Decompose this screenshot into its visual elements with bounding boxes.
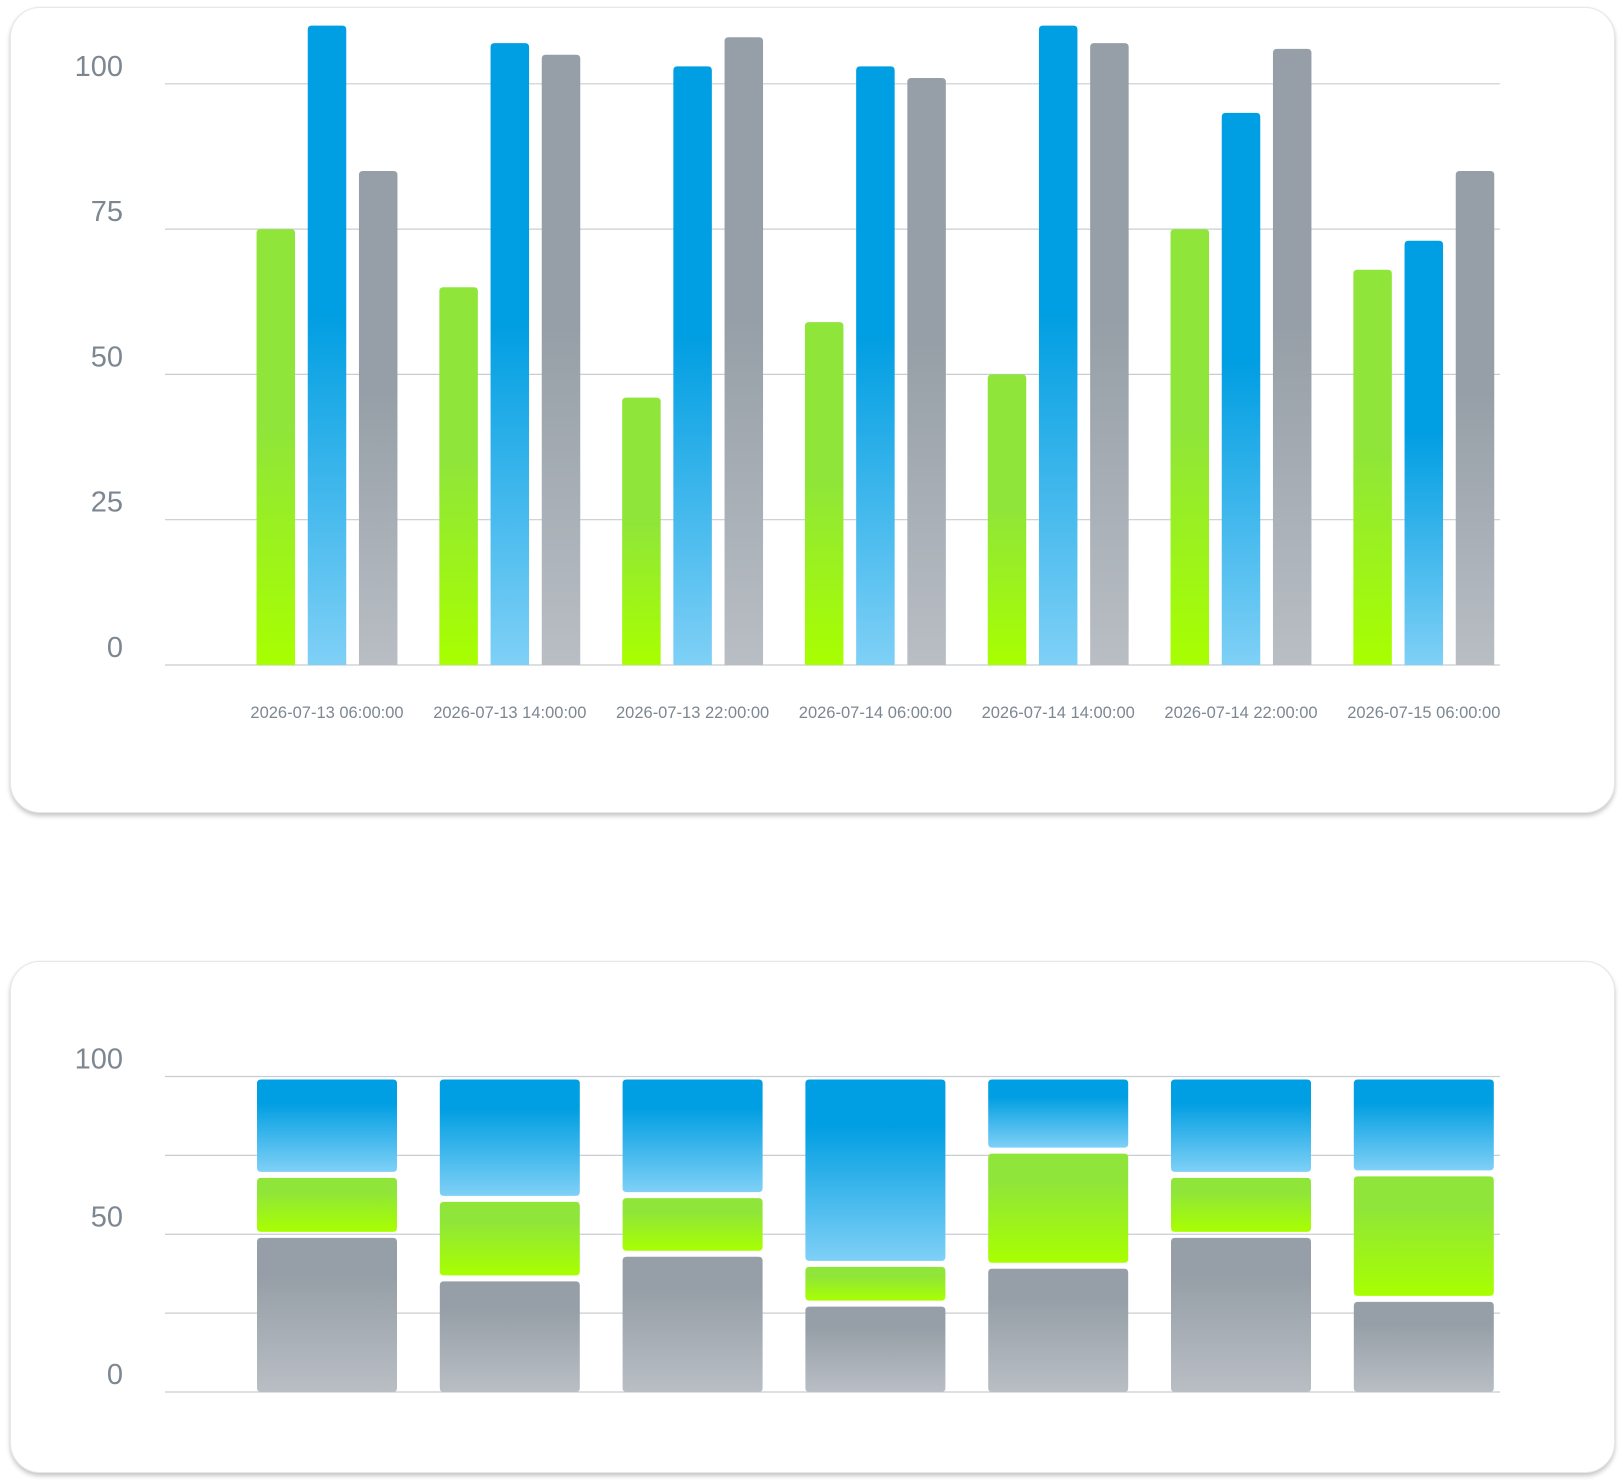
bar-green[interactable] — [256, 229, 296, 665]
bar-green[interactable] — [622, 397, 661, 665]
bar-gray[interactable] — [1272, 48, 1312, 666]
stacked-bar-chart-card: 0 50 100 — [10, 961, 1615, 1473]
stacked-segment-gray[interactable] — [257, 1237, 397, 1392]
stacked-segment-blue[interactable] — [622, 1079, 763, 1193]
x-tick-label: 2026-07-14 06:00:00 — [799, 704, 952, 722]
x-tick-label: 2026-07-14 22:00:00 — [1164, 704, 1317, 722]
bar-gray[interactable] — [1455, 170, 1495, 666]
grouped-bar-chart: 0 25 50 75 100 2026-07-13 06:00:00 2026-07-13 … — [75, 25, 1500, 722]
stacked-segment-blue[interactable] — [1171, 1079, 1311, 1172]
bar-green[interactable] — [439, 287, 478, 665]
bar-blue[interactable] — [1221, 112, 1261, 666]
stacked-segment-green[interactable] — [1171, 1177, 1311, 1232]
bar-blue[interactable] — [1038, 25, 1078, 666]
bar-gray[interactable] — [724, 37, 764, 665]
x-tick-label: 2026-07-15 06:00:00 — [1347, 704, 1500, 722]
stacked-segment-blue[interactable] — [439, 1079, 580, 1196]
y-tick-label: 75 — [91, 196, 123, 228]
stacked-segment-blue[interactable] — [988, 1079, 1129, 1148]
stacked-segment-green[interactable] — [257, 1177, 397, 1232]
y-tick-label: 50 — [91, 1201, 123, 1233]
y-tick-label: 0 — [107, 632, 123, 664]
x-tick-label: 2026-07-13 14:00:00 — [433, 704, 586, 722]
bar-gray[interactable] — [907, 77, 946, 666]
stacked-segment-gray[interactable] — [622, 1256, 763, 1392]
bar-blue[interactable] — [490, 43, 530, 665]
stacked-segment-gray[interactable] — [805, 1306, 946, 1392]
x-tick-label: 2026-07-13 06:00:00 — [250, 704, 403, 722]
y-tick-label: 100 — [75, 1044, 123, 1076]
stacked-segment-blue[interactable] — [1353, 1079, 1494, 1171]
stacked-segment-gray[interactable] — [1171, 1237, 1311, 1392]
stacked-segment-green[interactable] — [439, 1201, 580, 1276]
bar-blue[interactable] — [307, 25, 347, 666]
y-tick-label: 0 — [107, 1359, 123, 1391]
stacked-segment-gray[interactable] — [439, 1281, 580, 1392]
stacked-segment-green[interactable] — [805, 1266, 946, 1301]
bar-green[interactable] — [1170, 229, 1210, 665]
stacked-segment-green[interactable] — [988, 1153, 1129, 1263]
bar-gray[interactable] — [358, 170, 398, 666]
x-tick-label: 2026-07-13 22:00:00 — [616, 704, 769, 722]
bar-blue[interactable] — [856, 66, 895, 665]
stacked-segment-green[interactable] — [622, 1198, 763, 1251]
y-tick-label: 50 — [91, 341, 123, 373]
stacked-segment-gray[interactable] — [1353, 1301, 1494, 1392]
y-tick-label: 25 — [91, 487, 123, 519]
bar-gray[interactable] — [1090, 43, 1129, 665]
x-tick-label: 2026-07-14 14:00:00 — [982, 704, 1135, 722]
grouped-bar-chart-card: 0 25 50 75 100 2026-07-13 06:00:00 2026-07-13 … — [10, 7, 1615, 813]
bar-blue[interactable] — [673, 66, 712, 665]
bar-gray[interactable] — [541, 54, 581, 666]
stacked-bar-chart: 0 50 100 — [75, 1044, 1500, 1393]
bar-green[interactable] — [804, 322, 844, 665]
stacked-segment-green[interactable] — [1353, 1176, 1494, 1296]
bar-green[interactable] — [987, 374, 1027, 665]
stacked-segment-blue[interactable] — [805, 1079, 946, 1261]
bar-green[interactable] — [1353, 269, 1392, 665]
y-tick-label: 100 — [75, 51, 123, 83]
bar-blue[interactable] — [1404, 240, 1444, 665]
stacked-segment-gray[interactable] — [988, 1268, 1129, 1392]
stacked-segment-blue[interactable] — [257, 1079, 397, 1172]
